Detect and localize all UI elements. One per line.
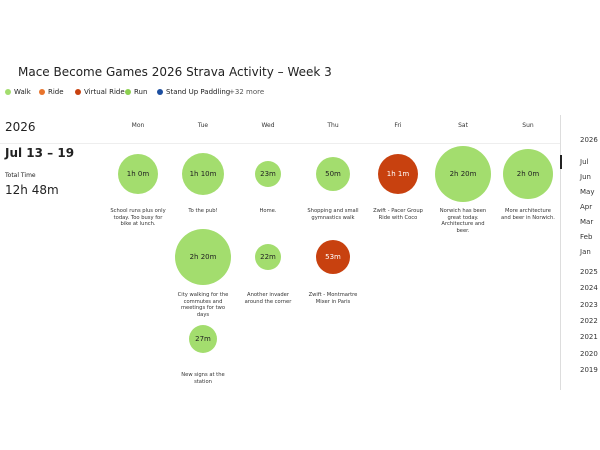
activity-bubble[interactable]: 2h 20m — [435, 146, 491, 202]
timeline-year[interactable]: 2025 — [580, 268, 598, 276]
legend-label: Stand Up Paddling — [166, 88, 231, 96]
timeline-month[interactable]: May — [580, 188, 595, 196]
legend-dot — [75, 89, 81, 95]
activity-caption: More architecture and beer in Norwich. — [501, 208, 555, 221]
legend-more[interactable]: +32 more — [229, 88, 265, 96]
activity-caption: City walking for the commutes and meetin… — [177, 292, 229, 318]
day-header: Wed — [261, 122, 275, 129]
timeline-year[interactable]: 2020 — [580, 349, 598, 358]
legend-dot — [5, 89, 11, 95]
timeline-year[interactable]: 2024 — [580, 284, 598, 293]
activity-bubble[interactable]: 2h 0m — [503, 149, 553, 199]
timeline-month[interactable]: Feb — [580, 233, 593, 241]
week: Jul 13 – 19 — [5, 146, 75, 160]
activity-bubble[interactable]: 23m — [255, 161, 281, 187]
title: Mace Become Games 2026 Strava Activity –… — [18, 65, 332, 79]
legend-item[interactable]: Walk — [5, 88, 31, 96]
day-header: Sun — [522, 122, 534, 129]
activity-bubble[interactable]: 50m — [316, 157, 350, 191]
activity-caption: Shopping and small gymnastics walk — [307, 208, 359, 221]
activity-caption: School runs plus only today. Too busy fo… — [110, 208, 166, 227]
total-label: Total Time — [5, 172, 36, 179]
activity-bubble[interactable]: 27m — [189, 325, 217, 353]
timeline-year[interactable]: 2021 — [580, 333, 598, 342]
activity-bubble[interactable]: 1h 1m — [378, 154, 418, 194]
timeline-year[interactable]: 2026 — [580, 136, 598, 144]
legend-label: Ride — [48, 88, 64, 96]
day-header: Thu — [327, 122, 339, 129]
day-header: Mon — [131, 122, 145, 129]
timeline-month[interactable]: Mar — [580, 218, 594, 226]
timeline-month[interactable]: Jan — [580, 248, 591, 256]
timeline-month[interactable]: Jun — [580, 173, 591, 181]
timeline-month[interactable]: Apr — [580, 203, 593, 211]
activity-caption: Norwich has been great today. Architectu… — [439, 208, 487, 234]
timeline-year[interactable]: 2023 — [580, 300, 598, 309]
legend-label: Run — [134, 88, 148, 96]
legend-item[interactable]: Ride — [39, 88, 64, 96]
activity-bubble[interactable]: 2h 20m — [175, 229, 231, 285]
legend-label: Walk — [14, 88, 31, 96]
legend-item[interactable]: Stand Up Paddling — [157, 88, 230, 96]
activity-caption: To the pub! — [188, 208, 218, 214]
activity-caption: Home. — [259, 208, 277, 214]
activity-caption: Zwift - Pacer Group Ride with Coco — [373, 208, 423, 221]
timeline-year[interactable]: 2022 — [580, 316, 598, 325]
timeline-month[interactable]: Jul — [580, 158, 589, 166]
total: 12h 48m — [5, 183, 59, 197]
activity-bubble[interactable]: 53m — [316, 240, 350, 274]
legend-dot — [125, 89, 131, 95]
timeline-marker — [560, 155, 562, 169]
timeline-year[interactable]: 2019 — [580, 365, 598, 374]
activity-bubble[interactable]: 1h 10m — [182, 153, 224, 195]
day-header: Sat — [458, 122, 468, 129]
activity-bubble[interactable]: 1h 0m — [118, 154, 158, 194]
legend-dot — [157, 89, 163, 95]
legend-item[interactable]: Run — [125, 88, 147, 96]
year: 2026 — [5, 120, 36, 134]
activity-caption: Zwift - Montmartre Mixer in Paris — [308, 292, 358, 305]
legend-item[interactable]: Virtual Ride — [75, 88, 125, 96]
legend-label: Virtual Ride — [84, 88, 125, 96]
day-header: Fri — [394, 122, 402, 129]
timeline-line — [560, 115, 561, 390]
activity-bubble[interactable]: 22m — [255, 244, 281, 270]
activity-caption: Another invader around the corner — [244, 292, 292, 305]
separator — [0, 143, 560, 144]
activity-caption: New signs at the station — [181, 372, 225, 385]
day-header: Tue — [197, 122, 209, 129]
legend-dot — [39, 89, 45, 95]
